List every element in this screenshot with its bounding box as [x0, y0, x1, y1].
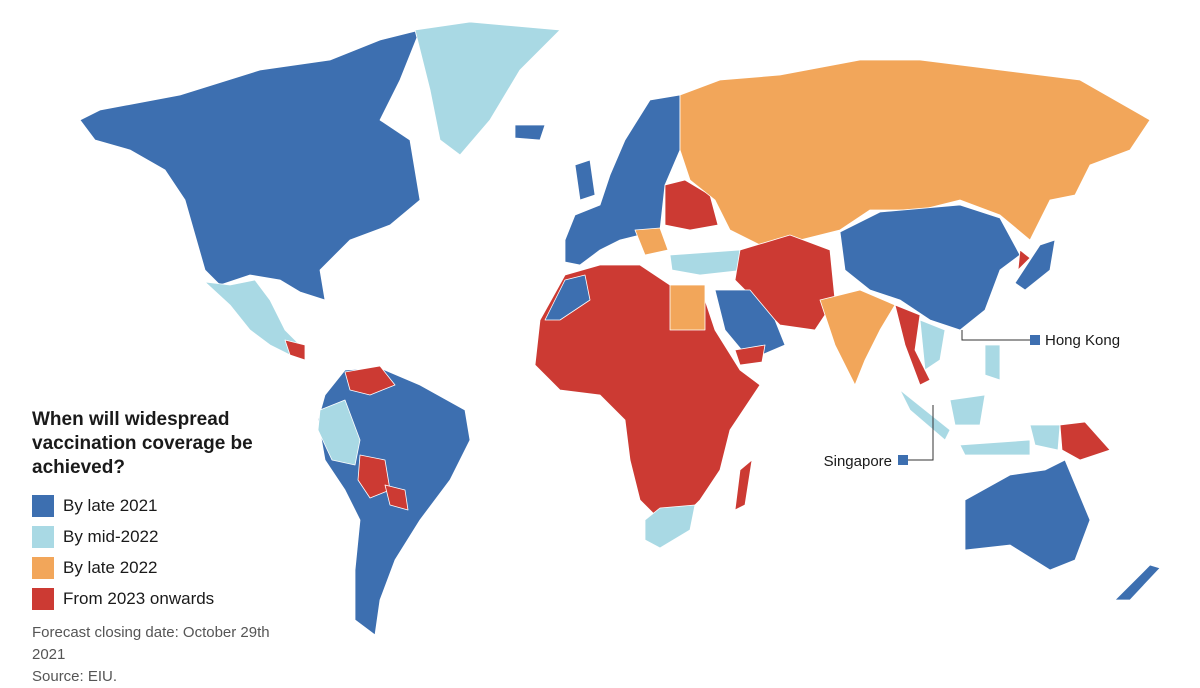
note: Forecast closing date: October 29th 2021	[32, 624, 270, 663]
legend-item: By late 2022	[32, 552, 272, 583]
legend-label: By mid-2022	[63, 526, 159, 546]
legend-item: By late 2021	[32, 490, 272, 521]
region	[949, 394, 986, 426]
region	[1114, 564, 1161, 601]
region	[204, 279, 301, 356]
legend-label: From 2023 onwards	[63, 588, 215, 608]
region	[734, 234, 836, 331]
region	[634, 227, 669, 256]
region	[384, 484, 409, 511]
region	[414, 21, 561, 156]
region	[1014, 239, 1056, 291]
legend: When will widespread vaccination coverag…	[32, 408, 272, 688]
region	[714, 289, 786, 361]
region	[574, 159, 596, 201]
region	[894, 304, 931, 386]
legend-item: By mid-2022	[32, 521, 272, 552]
region	[839, 204, 1021, 331]
region	[514, 124, 546, 141]
legend-title: When will widespread vaccination coverag…	[32, 409, 253, 478]
region	[734, 344, 766, 366]
legend-label: By late 2022	[63, 557, 158, 577]
callout-label: Hong Kong	[1045, 332, 1120, 349]
region	[344, 365, 396, 396]
region	[1017, 249, 1031, 271]
callout-label: Singapore	[824, 453, 892, 470]
region	[564, 94, 681, 266]
legend-swatch	[32, 494, 54, 517]
region	[284, 339, 306, 361]
region	[679, 59, 1151, 246]
region	[984, 344, 1001, 381]
callout-marker	[898, 455, 908, 465]
region	[1059, 421, 1111, 461]
region	[544, 274, 591, 321]
region	[959, 439, 1031, 456]
region	[357, 454, 391, 499]
region	[317, 399, 361, 466]
region	[669, 249, 746, 276]
region	[899, 389, 951, 441]
region	[669, 284, 706, 331]
legend-swatch	[32, 525, 54, 548]
legend-item: From 2023 onwards	[32, 583, 272, 614]
region	[644, 504, 696, 549]
leader-line	[905, 405, 934, 461]
legend-items: By late 2021 By mid-2022 By late 2022 From …	[32, 490, 272, 614]
region	[1029, 424, 1061, 451]
legend-swatch	[32, 556, 54, 579]
region	[79, 29, 421, 301]
region	[734, 459, 753, 511]
region	[819, 289, 896, 386]
legend-label: By late 2021	[63, 495, 158, 515]
leader-line	[961, 330, 1030, 341]
source: Source: EIU.	[32, 668, 118, 685]
callout-marker	[1030, 335, 1040, 345]
region	[664, 179, 719, 231]
region	[964, 459, 1091, 571]
legend-swatch	[32, 587, 54, 610]
region	[919, 319, 946, 371]
